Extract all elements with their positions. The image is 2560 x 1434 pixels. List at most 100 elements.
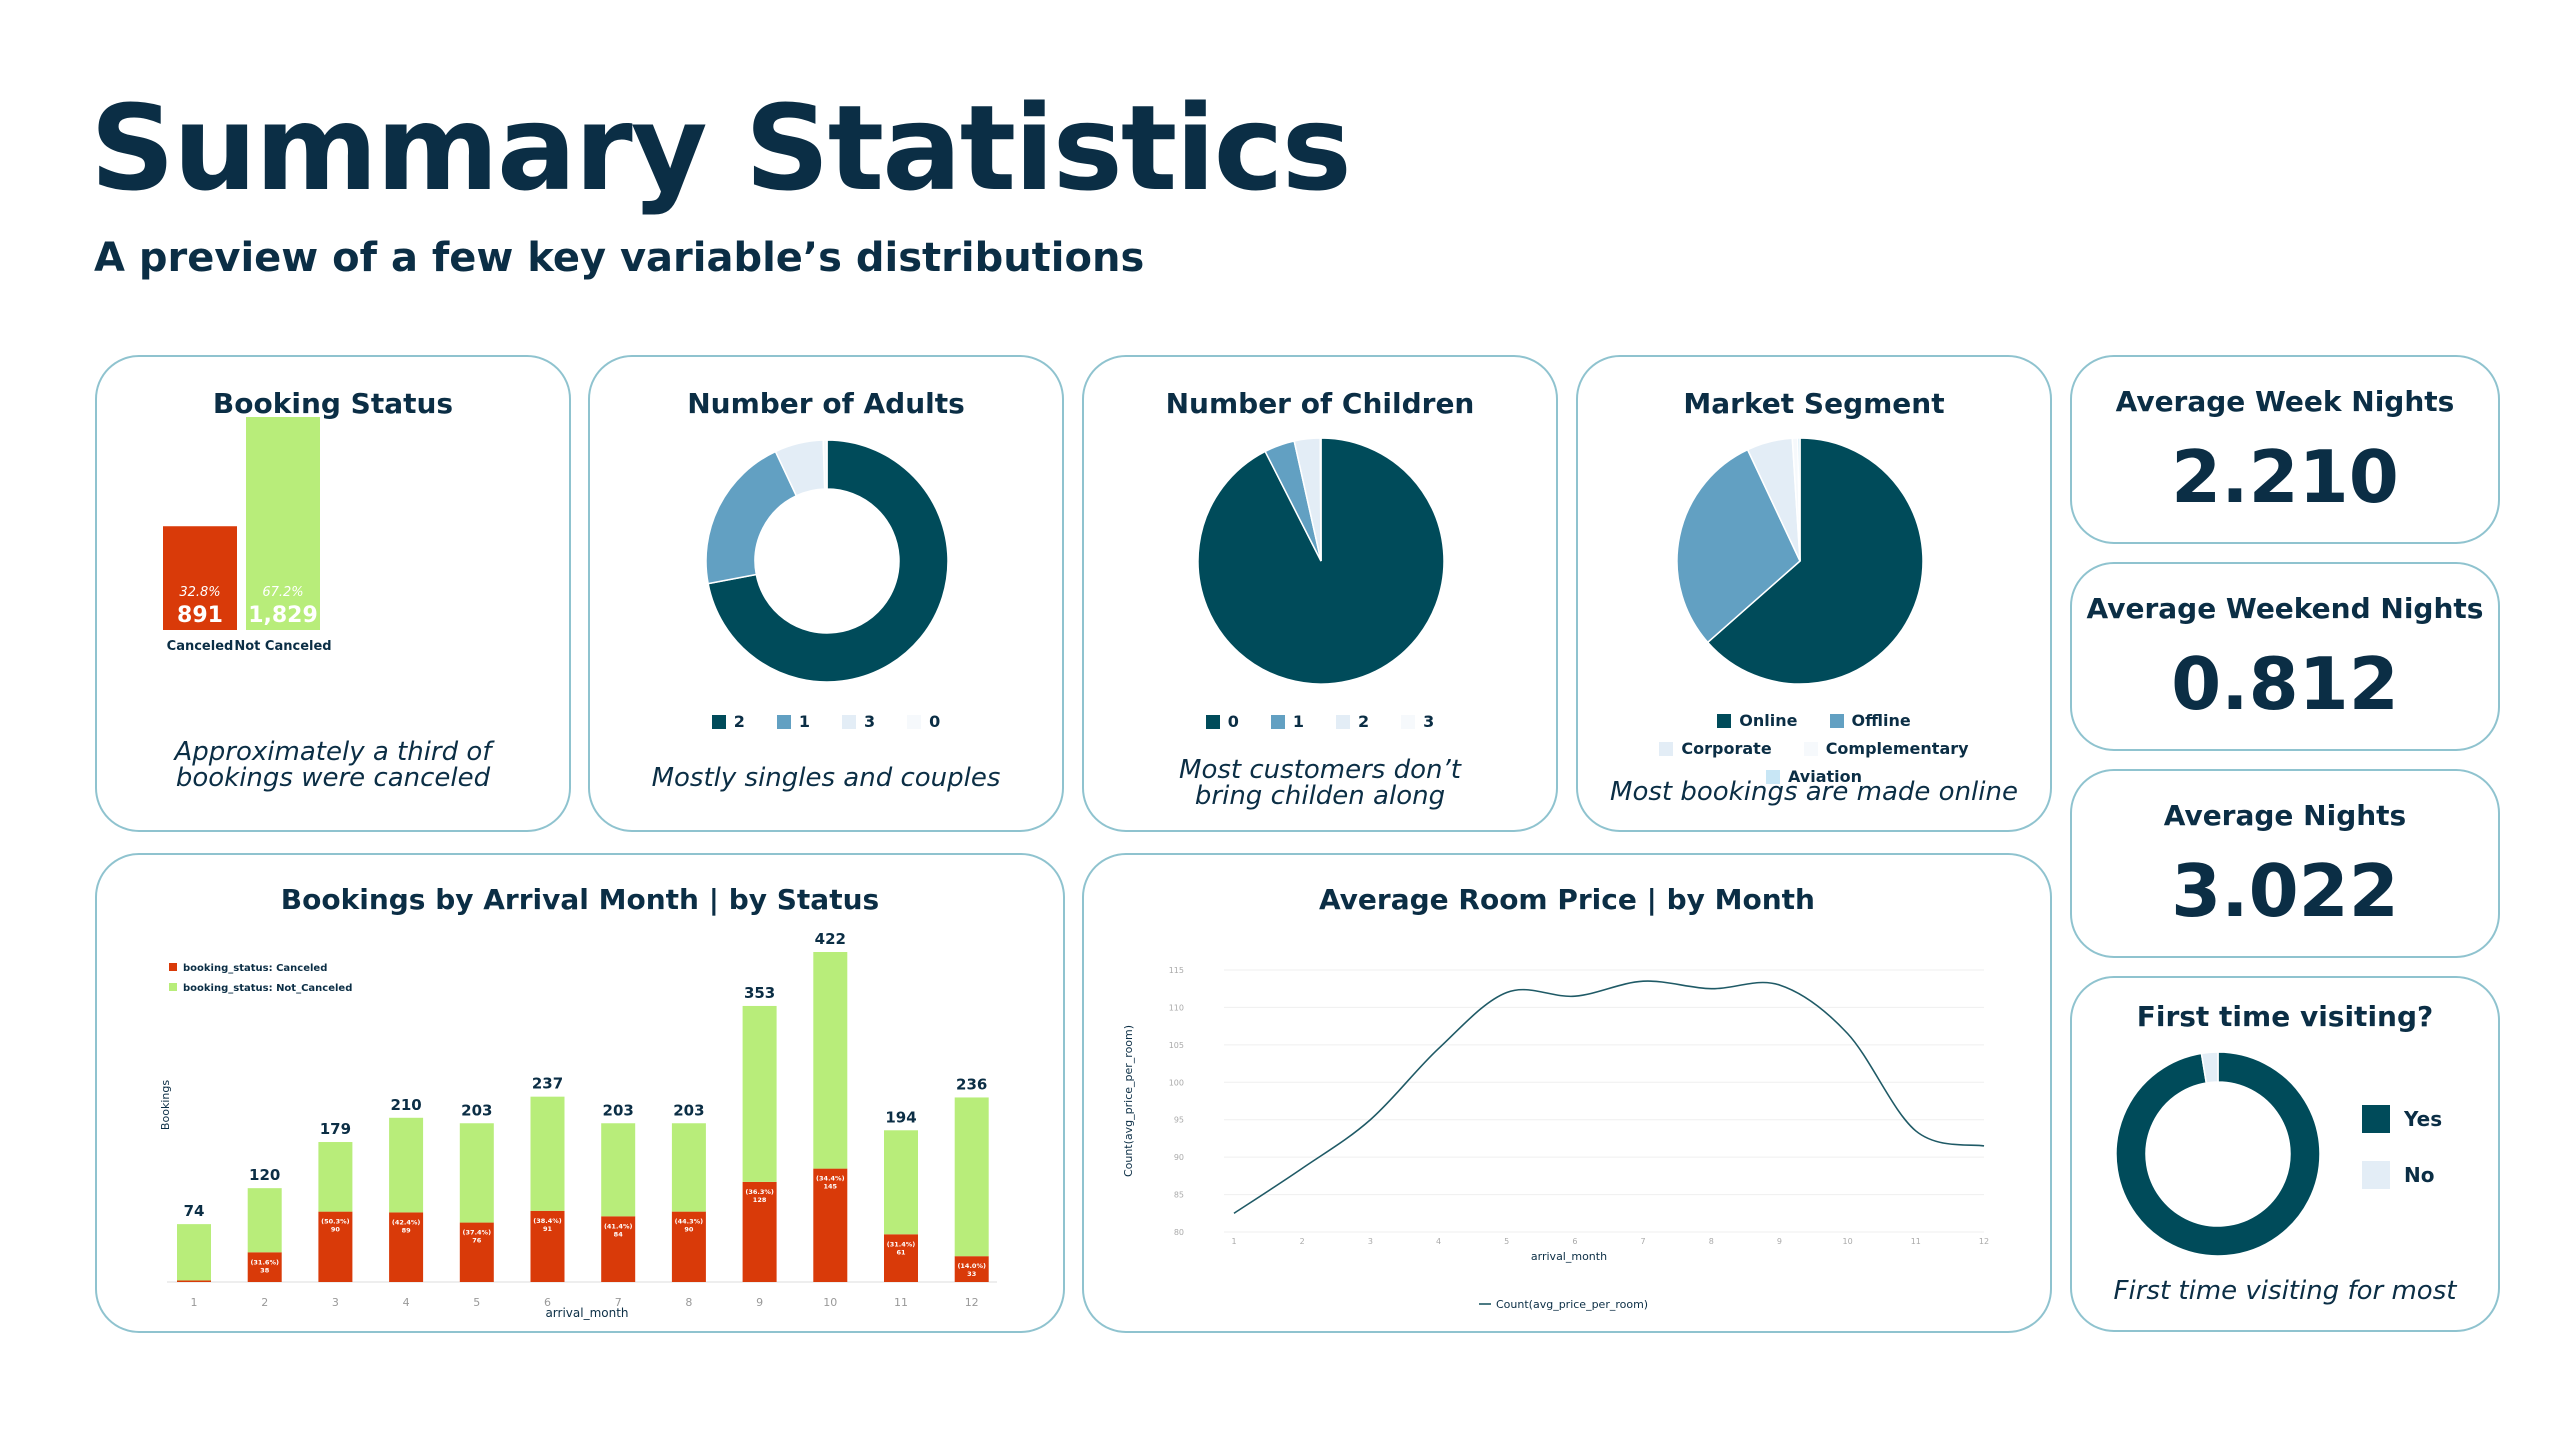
card-title: Booking Status: [212, 387, 454, 420]
card-title: Market Segment: [1683, 387, 1945, 420]
bar-canceled: [177, 1280, 211, 1282]
x-tick-label: 11: [894, 1296, 908, 1309]
x-tick-label: 7: [615, 1296, 622, 1309]
first-time-card: First time visiting? Yes No First time vi…: [2070, 976, 2500, 1332]
x-tick-label: 11: [1911, 1237, 1921, 1246]
total-label: 210: [390, 1096, 421, 1114]
legend-item: 1: [776, 712, 810, 731]
slice-online: [1706, 437, 1924, 685]
total-label: 194: [885, 1108, 916, 1126]
x-tick-label: 7: [1641, 1237, 1646, 1246]
percent-label: 67.2%: [262, 585, 303, 600]
bar-canceled: [954, 1256, 989, 1282]
y-tick-label: 90: [1174, 1153, 1184, 1162]
legend-label: 3: [1423, 712, 1435, 731]
canceled-percent-label: (14.0%): [957, 1262, 986, 1270]
card-title: First time visiting?: [2136, 1000, 2434, 1033]
bar-not-canceled: [813, 952, 848, 1169]
slice-3: [1319, 437, 1322, 562]
x-tick-label: 8: [685, 1296, 692, 1309]
x-tick-label: 9: [756, 1296, 763, 1309]
bar-canceled: [247, 1252, 282, 1282]
x-tick-label: 12: [1979, 1237, 1989, 1246]
x-tick-label: 4: [403, 1296, 410, 1309]
category-label: Canceled: [167, 639, 234, 654]
slice-yes: [2115, 1051, 2321, 1257]
legend-label: 0: [1227, 712, 1239, 731]
slice-0: [822, 439, 828, 490]
bar-canceled: [389, 1212, 424, 1282]
bar-not-canceled: [742, 1005, 777, 1182]
legend-label: 2: [733, 712, 745, 731]
legend-item: 3: [842, 712, 875, 731]
legend-label: 3: [864, 712, 876, 731]
canceled-value-label: 38: [260, 1266, 270, 1274]
legend-swatch: [2362, 1105, 2390, 1133]
bar-canceled: [318, 1211, 353, 1282]
total-label: 203: [461, 1101, 492, 1119]
value-label: 1,829: [248, 603, 318, 628]
canceled-value-label: 128: [753, 1196, 767, 1204]
legend-swatch: [1803, 742, 1818, 756]
legend-label: Corporate: [1681, 739, 1772, 758]
legend-swatch: [842, 715, 856, 729]
bar-canceled: [601, 1216, 636, 1282]
canceled-percent-label: (38.4%): [533, 1217, 562, 1225]
legend-label: booking_status: Not_Canceled: [183, 983, 352, 994]
bar-not-canceled: [247, 1188, 282, 1253]
monthly-status-card: Bookings by Arrival Month | by Status bo…: [95, 853, 1065, 1333]
market-segment-pie-chart: [1676, 437, 1924, 685]
bar-not-canceled: [389, 1117, 424, 1213]
legend-swatch: [776, 715, 791, 729]
legend-swatch: [1336, 715, 1350, 729]
y-tick-label: 115: [1169, 966, 1184, 975]
legend-label: Complementary: [1825, 739, 1969, 758]
bar-canceled: [163, 526, 237, 630]
children-card: Number of Children 0 1 2 3 Most customers d…: [1082, 355, 1558, 832]
legend-swatch: [1717, 714, 1732, 728]
x-tick-label: 3: [1368, 1237, 1373, 1246]
legend-item: Corporate: [1659, 735, 1772, 763]
canceled-percent-label: (31.6%): [250, 1258, 279, 1266]
legend-swatch: [1829, 714, 1844, 728]
bar-not-canceled: [884, 1130, 918, 1235]
legend-swatch: [1205, 715, 1220, 729]
bar-not-canceled: [459, 1123, 494, 1223]
market-segment-card: Market Segment Online Offline Corporate Com…: [1576, 355, 2052, 832]
x-tick-label: 5: [1504, 1237, 1509, 1246]
card-title: Average Weekend Nights: [2086, 592, 2484, 625]
avg-weekend-nights-card: Average Weekend Nights 0.812: [2070, 562, 2500, 751]
x-tick-label: 6: [544, 1296, 551, 1309]
legend-item: 0: [1205, 712, 1239, 731]
booking-status-card: Booking Status 32.8% 891 Canceled 67.2% 1,82…: [95, 355, 571, 832]
total-label: 74: [184, 1202, 205, 1220]
canceled-percent-label: (36.3%): [745, 1188, 774, 1196]
legend-swatch: [1270, 715, 1285, 729]
slice-aviation: [1796, 437, 1801, 562]
legend-label: 2: [1358, 712, 1370, 731]
x-tick-label: 4: [1436, 1237, 1441, 1246]
x-axis-label: arrival_month: [545, 1306, 628, 1320]
y-tick-label: 80: [1174, 1228, 1184, 1237]
bar-canceled: [530, 1210, 565, 1282]
first-time-caption: First time visiting for most: [2113, 1276, 2457, 1306]
card-title: Average Room Price | by Month: [1319, 883, 1815, 916]
slice-2: [707, 439, 949, 683]
x-tick-label: 12: [965, 1296, 979, 1309]
total-label: 236: [956, 1075, 987, 1093]
legend-swatch: [711, 715, 726, 729]
bar-not-canceled: [246, 417, 320, 630]
x-tick-label: 8: [1709, 1237, 1714, 1246]
market-legend: Online Offline Corporate Complementary Aviat…: [1638, 707, 1990, 791]
legend-swatch: [2362, 1161, 2390, 1189]
slice-offline: [1676, 448, 1801, 644]
legend-swatch: [1659, 742, 1674, 756]
canceled-percent-label: (34.4%): [816, 1175, 845, 1183]
canceled-value-label: 89: [402, 1226, 412, 1234]
x-tick-label: 5: [473, 1296, 480, 1309]
legend-label: Yes: [2403, 1107, 2442, 1131]
percent-label: 32.8%: [179, 585, 220, 600]
x-tick-label: 1: [191, 1296, 198, 1309]
booking-status-caption: Approximately a third of bookings were c…: [174, 737, 492, 793]
